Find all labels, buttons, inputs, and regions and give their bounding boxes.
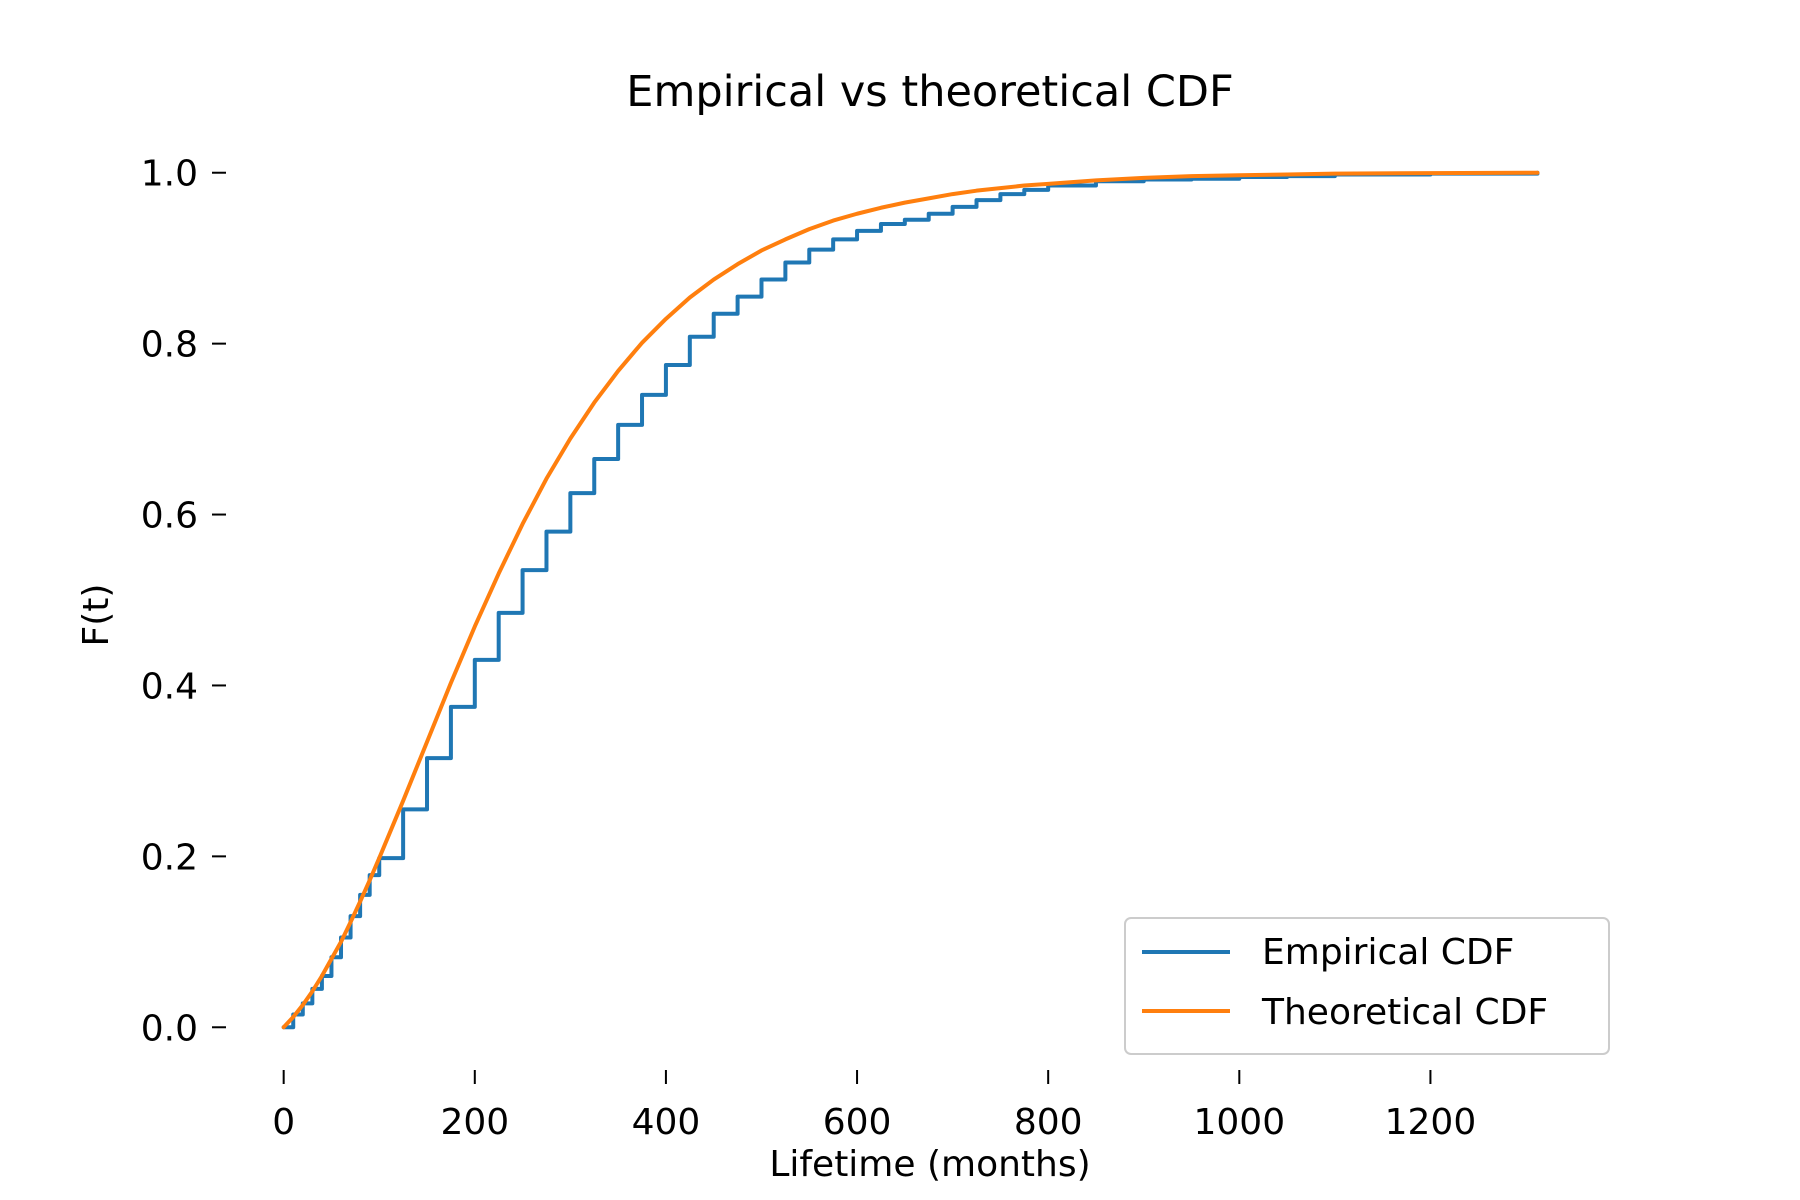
y-tick-label: 0.8	[141, 325, 198, 366]
x-tick-label: 0	[272, 1102, 295, 1143]
theoretical-cdf-line	[281, 170, 1540, 1030]
y-axis-label: F(t)	[76, 584, 117, 647]
chart-title: Empirical vs theoretical CDF	[626, 67, 1233, 117]
y-tick-label: 1.0	[141, 154, 198, 195]
legend: Empirical CDF Theoretical CDF	[1124, 917, 1610, 1055]
x-tick-label: 1200	[1385, 1102, 1477, 1143]
y-axis: 0.0 0.2 0.4 0.6 0.8 1.0	[141, 154, 226, 1049]
plot-area	[281, 170, 1540, 1030]
x-axis: 0 200 400 600 800 1000 1200	[272, 1070, 1476, 1143]
y-tick-label: 0.4	[141, 666, 198, 707]
y-tick-label: 0.0	[141, 1008, 198, 1049]
y-tick-label: 0.2	[141, 837, 198, 878]
x-axis-label: Lifetime (months)	[769, 1144, 1090, 1185]
y-tick-label: 0.6	[141, 496, 198, 537]
x-tick-label: 200	[440, 1102, 509, 1143]
legend-box	[1124, 917, 1610, 1055]
x-tick-label: 400	[632, 1102, 701, 1143]
legend-label-empirical: Empirical CDF	[1262, 932, 1514, 973]
legend-label-theoretical: Theoretical CDF	[1261, 992, 1548, 1033]
x-tick-label: 1000	[1193, 1102, 1285, 1143]
x-tick-label: 800	[1014, 1102, 1083, 1143]
empirical-cdf-line	[281, 170, 1540, 1030]
x-tick-label: 600	[823, 1102, 892, 1143]
